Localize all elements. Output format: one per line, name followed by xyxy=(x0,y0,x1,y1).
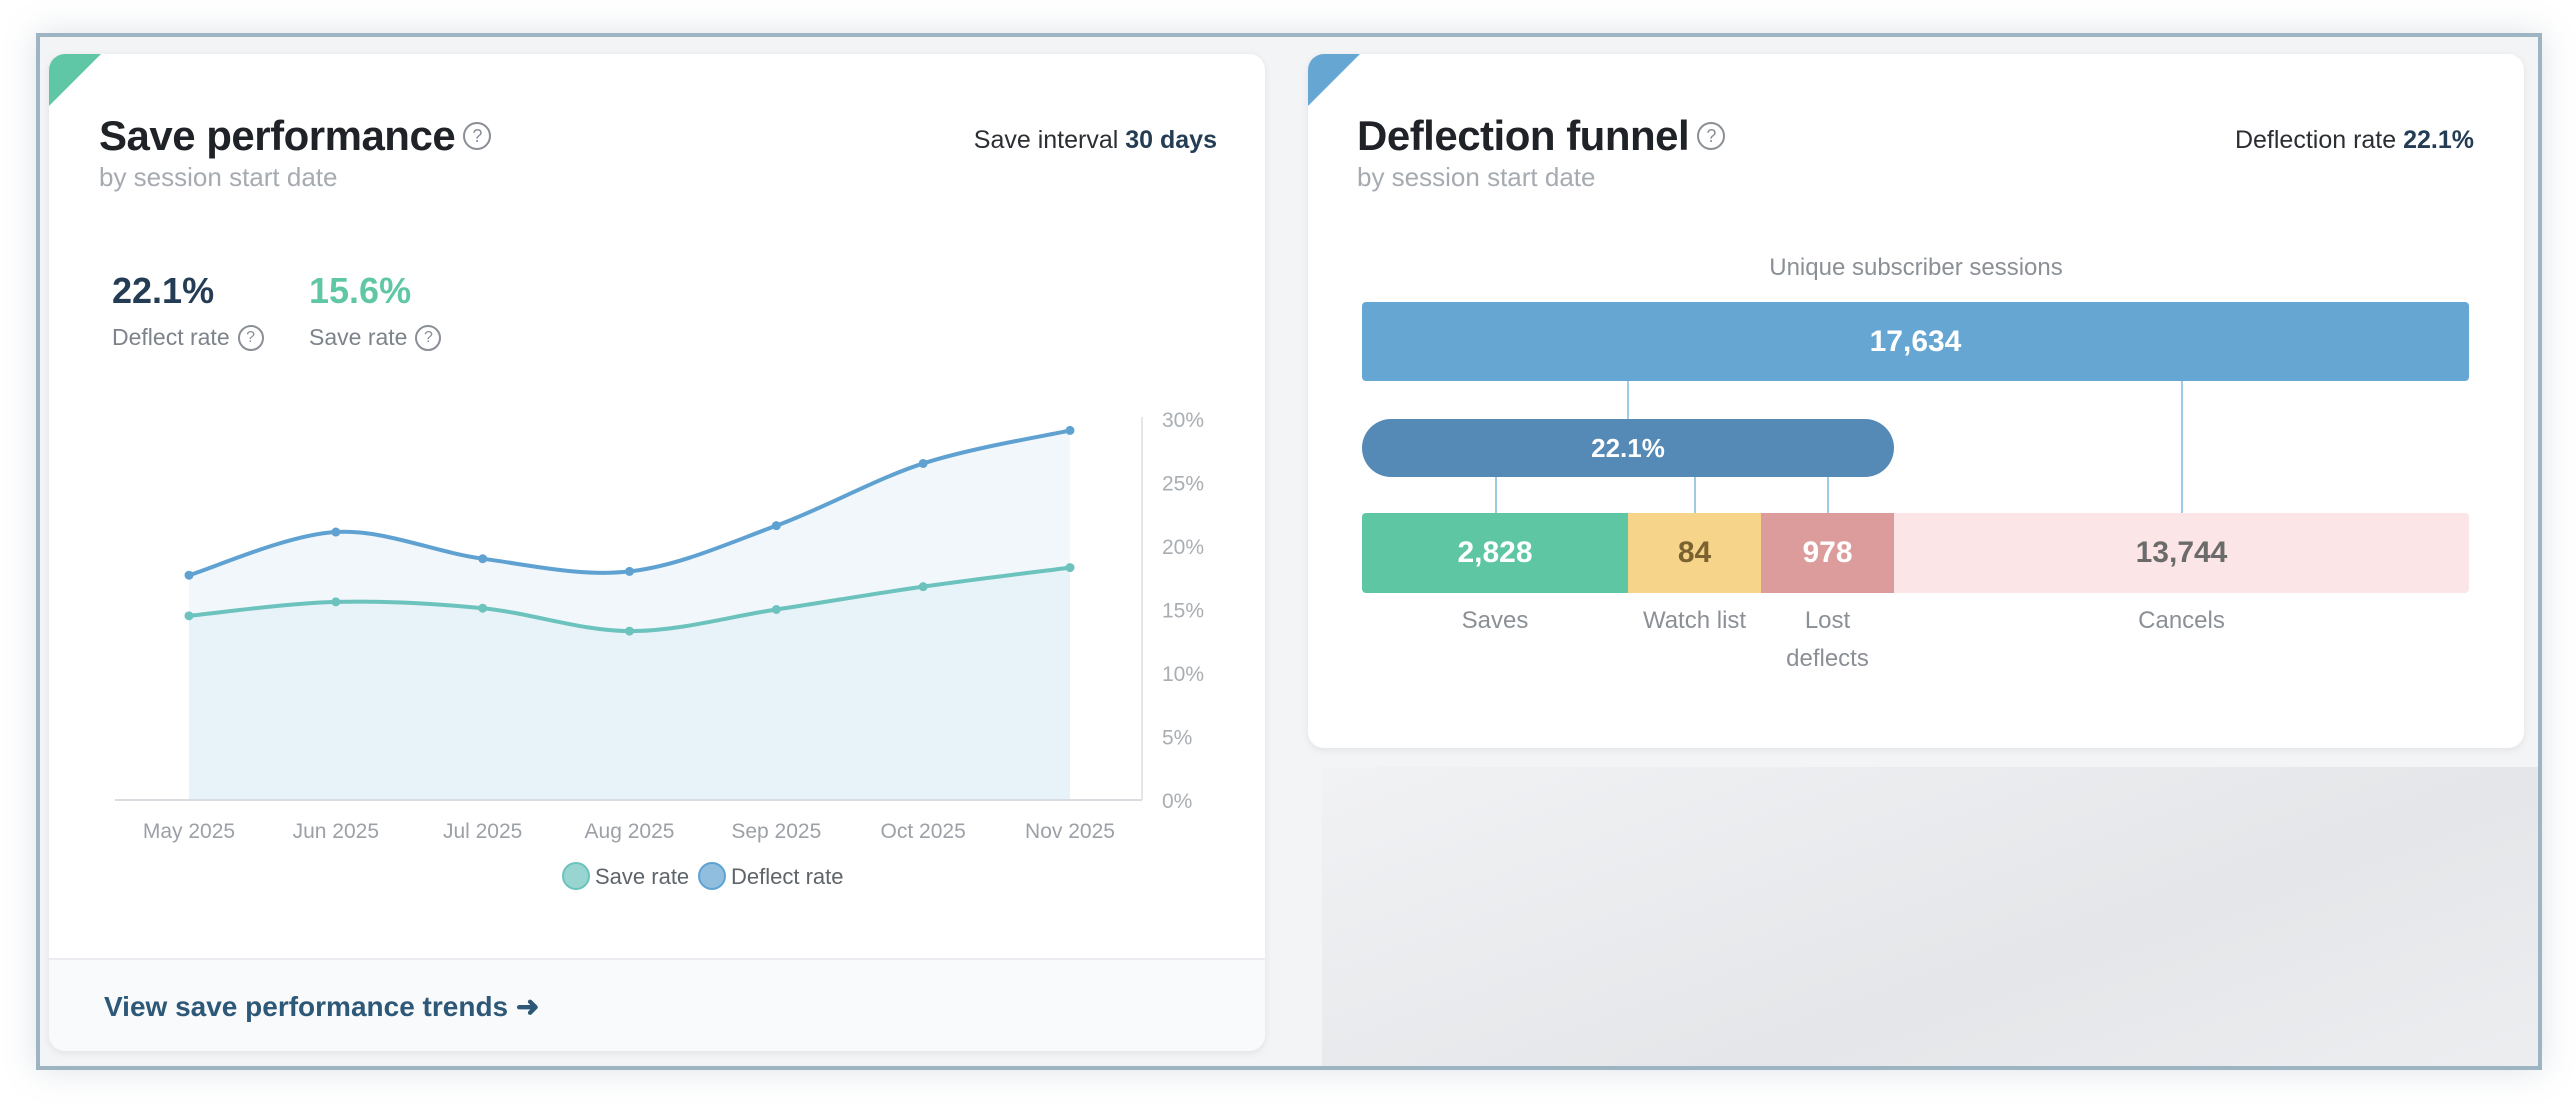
data-point xyxy=(771,521,781,531)
card-subtitle: by session start date xyxy=(1357,162,1596,192)
card-subtitle: by session start date xyxy=(99,162,338,192)
cancels-bar[interactable]: 13,744 xyxy=(1894,513,2469,593)
data-point xyxy=(184,570,194,580)
y-tick-label: 15% xyxy=(1162,600,1204,623)
legend-label: Save rate xyxy=(595,864,689,889)
card-title: Deflection funnel ? xyxy=(1357,112,1726,160)
title-text: Save performance xyxy=(99,112,456,159)
x-tick-label: Nov 2025 xyxy=(1025,820,1115,843)
saves-label: Saves xyxy=(1461,607,1529,634)
y-tick-label: 5% xyxy=(1162,727,1192,750)
help-icon[interactable]: ? xyxy=(237,324,264,351)
data-point xyxy=(918,582,928,592)
data-point xyxy=(625,626,634,636)
y-tick-label: 10% xyxy=(1162,663,1204,686)
y-tick-label: 20% xyxy=(1162,536,1204,559)
x-tick-label: Jul 2025 xyxy=(443,820,522,843)
watch-list-bar[interactable]: 84 xyxy=(1628,513,1761,593)
deflect-rate-label: Deflect rate ? xyxy=(112,324,264,351)
x-tick-label: May 2025 xyxy=(143,820,235,843)
card-title: Save performance ? xyxy=(99,112,492,160)
deflection-rate-label: Deflection rate xyxy=(2234,126,2397,154)
card-accent-corner xyxy=(49,54,101,106)
deflect-rate-value: 22.1% xyxy=(112,270,215,311)
data-point xyxy=(331,527,341,537)
legend-label: Deflect rate xyxy=(731,864,844,889)
connector-line xyxy=(1495,474,1497,514)
connector-line xyxy=(1694,474,1696,514)
data-point xyxy=(1065,425,1075,435)
save-performance-card: Save performance ? by session start date… xyxy=(49,54,1265,1051)
save-interval: Save interval 30 days xyxy=(974,126,1217,155)
cancels-label: Cancels xyxy=(2138,607,2225,634)
sessions-label: Unique subscriber sessions xyxy=(1769,254,2063,281)
card-accent-corner xyxy=(1308,54,1360,106)
empty-area xyxy=(1322,767,2538,1066)
deflect-pct-pill[interactable]: 22.1% xyxy=(1362,419,1894,477)
help-icon[interactable]: ? xyxy=(463,122,492,150)
y-tick-label: 30% xyxy=(1162,409,1204,432)
save-interval-value: 30 days xyxy=(1125,126,1217,154)
data-point xyxy=(771,605,781,614)
y-tick-label: 25% xyxy=(1162,473,1204,496)
save-performance-chart: 0% 5% 10% 15% 20% 25% 30% May 2025 Jun 2025 Jul 2… xyxy=(115,409,1204,890)
data-point xyxy=(1065,563,1075,573)
watch-list-label: Watch list xyxy=(1642,607,1747,634)
x-tick-label: Jun 2025 xyxy=(293,820,379,843)
deflection-funnel-card: Deflection funnel ? by session start dat… xyxy=(1308,54,2524,748)
deflect-rate-label-text: Deflect rate xyxy=(112,324,230,350)
x-tick-label: Sep 2025 xyxy=(731,820,821,843)
view-trends-link[interactable]: View save performance trends ➜ xyxy=(104,991,540,1022)
data-point xyxy=(918,458,928,468)
data-point xyxy=(184,611,194,621)
x-tick-label: Oct 2025 xyxy=(881,820,966,843)
total-sessions-bar[interactable]: 17,634 xyxy=(1362,302,2469,381)
help-icon[interactable]: ? xyxy=(1697,122,1726,150)
series-area xyxy=(189,567,1070,800)
deflection-rate-value: 22.1% xyxy=(2403,126,2474,154)
save-rate-value: 15.6% xyxy=(309,270,412,311)
save-interval-label: Save interval xyxy=(973,126,1119,154)
legend-swatch xyxy=(698,862,726,890)
legend-swatch xyxy=(562,862,590,890)
lost-deflects-bar[interactable]: 978 xyxy=(1761,513,1894,593)
save-rate-label: Save rate ? xyxy=(309,324,442,351)
deflection-rate: Deflection rate 22.1% xyxy=(2235,126,2474,155)
save-rate-label-text: Save rate xyxy=(309,324,408,350)
connector-line xyxy=(2181,302,2183,513)
card-footer: View save performance trends ➜ xyxy=(49,958,1265,1051)
lost-deflects-label: Lost deflects xyxy=(1786,607,1869,672)
connector-line xyxy=(1827,474,1829,514)
x-tick-label: Aug 2025 xyxy=(585,820,675,843)
data-point xyxy=(478,603,488,613)
data-point xyxy=(625,566,634,576)
data-point xyxy=(478,554,488,564)
y-tick-label: 0% xyxy=(1162,790,1192,813)
help-icon[interactable]: ? xyxy=(415,324,442,351)
saves-bar[interactable]: 2,828 xyxy=(1362,513,1628,593)
data-point xyxy=(331,597,341,607)
title-text: Deflection funnel xyxy=(1357,112,1690,159)
